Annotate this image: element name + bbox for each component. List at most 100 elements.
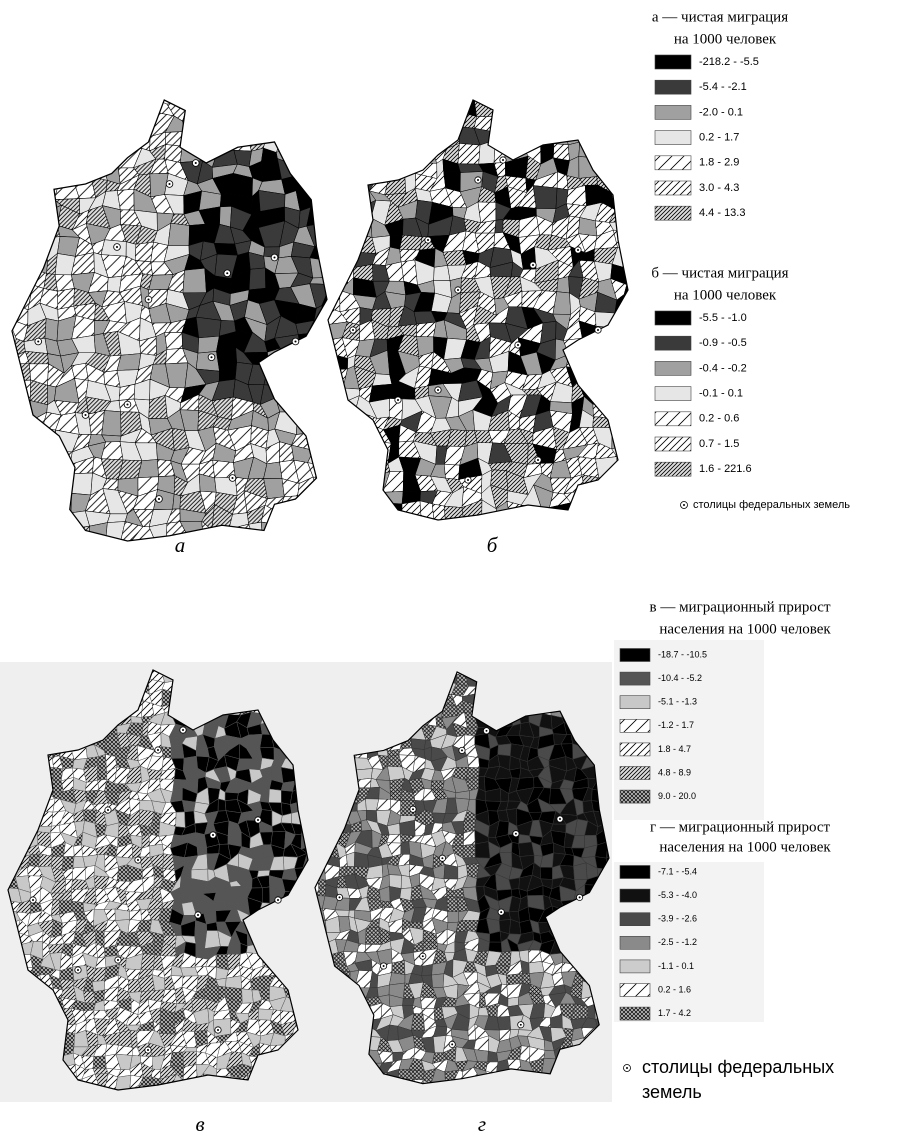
map-region [294,508,312,529]
legend-label: 0.2 - 1.6 [658,984,691,994]
map-region [536,507,550,520]
map-region [383,111,409,129]
map-region [40,448,57,460]
map-region [326,429,327,445]
map-region [325,540,327,541]
map-region [12,433,33,447]
map-region [24,536,49,541]
capital-symbol [532,264,534,266]
map-region [328,185,348,208]
legend-swatch [654,335,692,351]
map-region [58,527,79,541]
legend-swatch [619,912,651,927]
map-region [268,788,282,803]
map-region [22,221,47,240]
map-region [359,100,378,119]
map-region [429,523,446,540]
map-region [92,1055,107,1069]
map-region [101,127,125,153]
map-region [169,1051,185,1068]
legend-swatch [654,105,692,120]
map-region [309,403,327,421]
legend-swatch [654,205,692,221]
map-region [608,489,628,509]
map-region [328,414,344,431]
map-region [387,146,407,164]
map-region [624,457,628,479]
legend-swatch [619,865,651,879]
map-region [264,100,277,119]
map-region [401,500,422,520]
capital-symbol [500,911,503,914]
map-region [566,110,587,135]
legend-label: 1.6 - 221.6 [699,463,752,475]
legend-label: 4.4 - 13.3 [699,207,745,219]
map-region [12,100,31,122]
map-region [117,130,143,153]
map-region [596,156,615,177]
map-region [196,100,220,114]
map-region [443,864,459,880]
map-region [399,820,416,837]
legend-label: -1.2 - 1.7 [658,720,694,730]
capital-symbol [451,1043,454,1046]
map-region [89,112,103,133]
map-region [577,101,599,114]
map-region [321,126,327,154]
map-region [296,114,316,134]
legend-swatch [654,310,692,326]
map-region [577,369,601,385]
legend-label: -10.4 - -5.2 [658,673,702,683]
map-region [197,335,220,354]
map-region [605,841,610,859]
capital-symbol [168,182,171,186]
legend-swatch [654,361,692,376]
capital-symbol [126,403,129,406]
map-region [322,462,327,483]
map-region [39,519,64,541]
map-region [323,221,327,247]
map-region [356,113,378,134]
map-region [630,220,647,232]
map-region [611,414,628,436]
map-region [518,515,543,520]
legend-swatch [654,386,692,401]
map-region [306,204,327,227]
map-region [322,161,327,176]
capital-symbol [577,249,579,251]
map-region [345,409,358,434]
map-region [592,129,612,148]
map-region [550,110,567,135]
map-region [289,363,313,389]
map-region [74,143,97,163]
map-region [625,352,628,376]
legend-swatch [619,695,651,710]
map-region [582,334,596,360]
map-region [579,523,597,538]
map-region [594,354,612,371]
map-region [44,318,59,342]
map-region [563,337,583,360]
map-region [611,146,626,159]
map-region [37,119,65,131]
capital-symbol [427,239,429,241]
legend-title: а — чистая миграция [652,9,788,25]
map-region [402,998,415,1006]
legend-label: 0.2 - 1.7 [699,132,739,144]
legend-swatch [654,155,692,171]
map-region [367,157,391,180]
map-region [280,362,301,389]
map-region [612,156,625,178]
map-region [248,267,266,291]
map-region [367,143,391,164]
map-region [623,294,628,311]
map [327,99,647,540]
map-region [445,524,467,540]
map-region [12,208,30,229]
map-region [613,1082,627,1095]
map-region [331,230,345,256]
map-region [53,459,71,475]
capital-symbol [217,1029,219,1031]
map-region [56,129,80,148]
map-region [46,158,59,185]
